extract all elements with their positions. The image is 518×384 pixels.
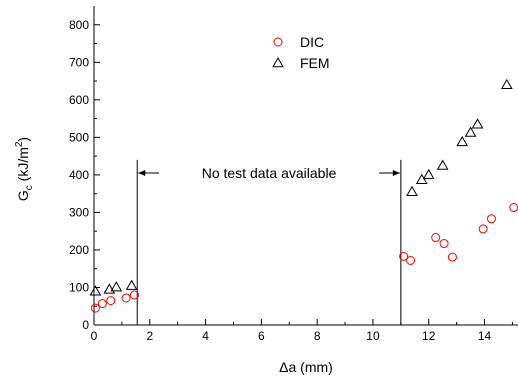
- legend-label: DIC: [300, 34, 324, 50]
- x-axis-label: Δa (mm): [279, 359, 333, 375]
- x-tick-label: 8: [314, 329, 321, 343]
- data-point: [471, 118, 484, 129]
- data-point: [89, 285, 102, 296]
- data-point: [431, 233, 441, 243]
- series-dic: [90, 203, 518, 313]
- x-tick-label: 0: [91, 329, 98, 343]
- reference-lines: [136, 159, 402, 325]
- data-point: [399, 251, 409, 261]
- data-point: [464, 126, 477, 137]
- data-point: [456, 135, 469, 147]
- data-point: [478, 224, 488, 234]
- y-tick-label: 700: [69, 55, 89, 69]
- y-axis-label-unit-close: ): [15, 137, 31, 142]
- annotation-arrowhead-right: [392, 170, 400, 177]
- legend-marker: [272, 56, 284, 68]
- y-axis-label-sub: c: [24, 185, 35, 190]
- data-point: [509, 203, 518, 213]
- data-point: [436, 159, 449, 170]
- data-point: [422, 168, 435, 180]
- data-point: [129, 290, 139, 300]
- y-axis-label-unit: (kJ/m: [15, 147, 31, 185]
- data-point: [97, 299, 107, 309]
- legend-marker: [273, 37, 283, 47]
- data-marks: [89, 78, 518, 313]
- y-tick-label: 600: [69, 93, 89, 107]
- axis-ticks: 0 2 4 6 8 10 12 14 0 100 200 300 400 500 600 700 800: [69, 18, 513, 343]
- x-tick-label: 14: [478, 329, 492, 343]
- x-tick-label: 4: [202, 329, 209, 343]
- data-point: [406, 185, 418, 197]
- plot-area: [93, 6, 518, 326]
- data-point: [90, 303, 100, 313]
- x-tick-label: 10: [366, 329, 380, 343]
- data-point: [415, 173, 428, 185]
- data-point: [125, 279, 138, 290]
- legend-label: FEM: [300, 55, 330, 71]
- data-point: [447, 252, 457, 262]
- y-axis-label: Gc (kJ/m2): [14, 137, 35, 201]
- annotation-text: No test data available: [202, 165, 337, 181]
- data-point: [439, 239, 449, 249]
- data-point: [500, 78, 513, 90]
- y-axis-label-main: G: [15, 190, 31, 201]
- y-tick-label: 500: [69, 130, 89, 144]
- y-tick-label: 400: [69, 168, 89, 182]
- y-tick-label: 800: [69, 18, 89, 32]
- y-tick-label: 200: [69, 243, 89, 257]
- data-point: [110, 281, 123, 292]
- y-tick-label: 0: [82, 318, 89, 332]
- data-point: [103, 283, 116, 294]
- series-fem: [89, 78, 513, 296]
- y-tick-label: 300: [69, 205, 89, 219]
- x-tick-label: 6: [258, 329, 265, 343]
- data-point: [487, 214, 496, 224]
- y-tick-label: 100: [69, 280, 89, 294]
- data-point: [121, 293, 131, 303]
- y-axis-label-sup: 2: [14, 141, 25, 147]
- legend: DIC FEM: [272, 34, 330, 71]
- annotation-arrowhead-left: [138, 170, 146, 177]
- x-tick-label: 2: [146, 329, 153, 343]
- x-tick-label: 12: [422, 329, 436, 343]
- data-point: [406, 255, 416, 265]
- data-point: [106, 296, 116, 306]
